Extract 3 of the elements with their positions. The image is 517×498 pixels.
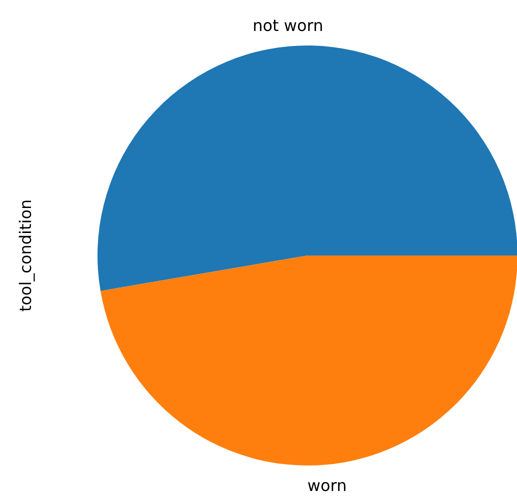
slice-label: worn	[307, 476, 347, 496]
text: tool_condition	[16, 199, 35, 312]
slice-label: not worn	[252, 16, 324, 35]
